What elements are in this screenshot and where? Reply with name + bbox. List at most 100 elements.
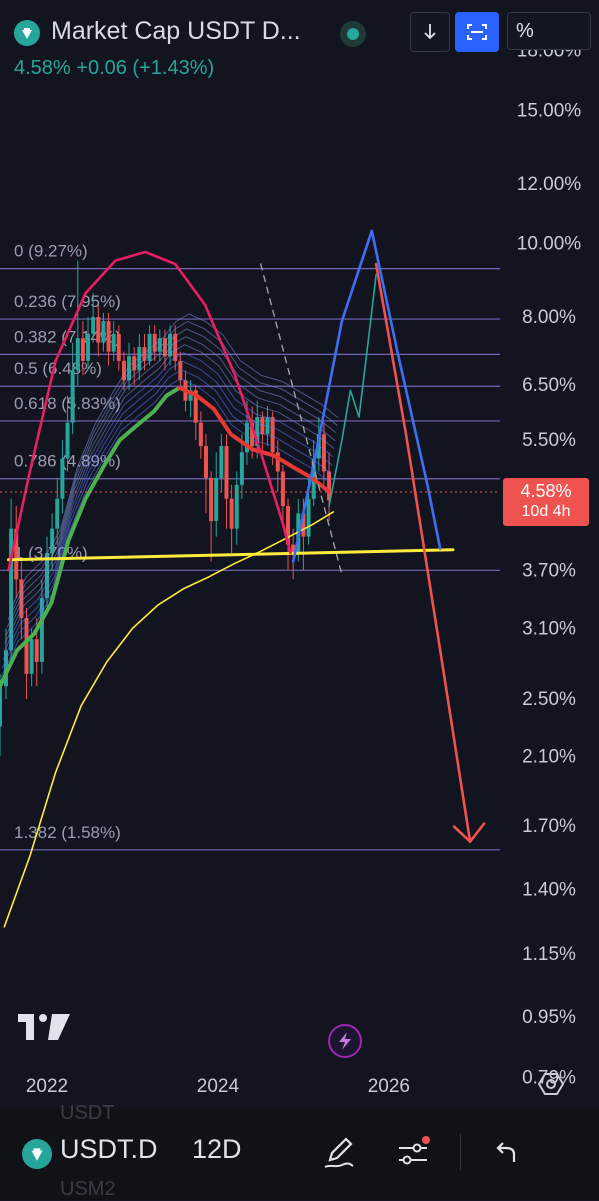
candle-body	[198, 422, 203, 447]
fib-level-label: 0.5 (6.48%)	[14, 359, 102, 378]
ribbon-line	[7, 320, 338, 621]
y-tick-label: 2.50%	[522, 689, 576, 710]
ribbon-line	[4, 344, 335, 644]
candle-body	[327, 471, 332, 501]
candle-body	[270, 417, 275, 453]
candle-body	[239, 452, 244, 485]
symbol-title[interactable]: Market Cap USDT D...	[51, 17, 301, 45]
candle-body	[306, 498, 311, 537]
candle-body	[188, 390, 193, 401]
candle-body	[152, 333, 157, 352]
candle-body	[229, 498, 234, 529]
tradingview-logo	[18, 1014, 70, 1045]
y-tick-label: 10.00%	[517, 234, 582, 255]
trend-drawings	[7, 229, 486, 844]
candle-body	[111, 333, 116, 352]
candle-body	[116, 333, 121, 361]
ribbon-line	[8, 313, 339, 613]
ribbon-line	[2, 360, 333, 660]
y-axis[interactable]: 18.00%15.00%12.00%10.00%8.00%6.50%5.50%3…	[517, 41, 582, 1089]
tether-icon	[14, 20, 40, 46]
candle-body	[219, 446, 224, 479]
candle-body	[265, 417, 270, 435]
undo-icon	[496, 1142, 516, 1162]
candle-body	[250, 422, 255, 447]
candle-body	[70, 370, 75, 423]
lightning-icon[interactable]	[328, 1024, 362, 1058]
candle-body	[245, 422, 250, 453]
percent-scale-button[interactable]: %	[507, 12, 591, 50]
fib-level-label: 0 (9.27%)	[14, 242, 88, 261]
arrow-down-icon	[424, 24, 436, 40]
candle-body	[275, 452, 280, 472]
fib-level-label: 1.382 (1.58%)	[14, 823, 121, 842]
candle-body	[29, 639, 34, 674]
candle-body	[39, 598, 44, 662]
ghost-symbol-below: USM2	[60, 1178, 116, 1200]
ghost-symbol-above: USDT	[60, 1102, 115, 1124]
symbol-selector[interactable]: USDT.D	[60, 1134, 158, 1164]
y-tick-label: 8.00%	[522, 307, 576, 328]
candle-body	[86, 333, 91, 361]
sliders-icon	[399, 1136, 430, 1165]
candle-body	[80, 338, 85, 361]
candle-body	[132, 356, 137, 371]
candle-body	[147, 333, 152, 361]
y-tick-label: 3.10%	[522, 618, 576, 639]
y-tick-label: 2.10%	[522, 746, 576, 767]
candle-body	[14, 528, 19, 580]
candle-body	[0, 686, 2, 727]
chart-header: Market Cap USDT D... % 4.58% +0.06 (+1.4…	[0, 0, 599, 88]
moving-averages	[0, 273, 377, 928]
tether-icon	[22, 1139, 52, 1169]
x-tick-label: 2022	[26, 1076, 68, 1097]
candle-body	[286, 506, 291, 545]
candle-body	[209, 478, 214, 521]
auto-scale-icon	[467, 24, 487, 40]
ribbon-line	[5, 336, 336, 636]
candle-body	[55, 498, 60, 529]
indicators-button[interactable]	[395, 1134, 431, 1175]
y-tick-label: 0.95%	[522, 1007, 576, 1028]
candle-body	[301, 513, 306, 537]
candle-body	[127, 356, 132, 381]
chart-canvas[interactable]: 0 (9.27%)0.236 (7.95%)0.382 (7.14%)0.5 (…	[0, 0, 599, 1108]
y-tick-label: 1.40%	[522, 880, 576, 901]
interval-selector[interactable]: 12D	[192, 1134, 242, 1164]
y-tick-label: 6.50%	[522, 375, 576, 396]
settings-icon[interactable]	[537, 1071, 565, 1102]
y-tick-label: 5.50%	[522, 430, 576, 451]
pencil-icon	[324, 1137, 354, 1168]
x-axis[interactable]: 2022 2024 2026	[26, 1076, 410, 1097]
series-line	[3, 511, 335, 928]
undo-button[interactable]	[494, 1134, 522, 1175]
auto-scale-button[interactable]	[455, 12, 499, 52]
candle-body	[234, 484, 239, 529]
candle-body	[91, 317, 96, 334]
pink-arc	[7, 250, 292, 572]
candle-body	[3, 650, 8, 687]
x-tick-label: 2024	[197, 1076, 240, 1097]
x-tick-label: 2026	[368, 1076, 410, 1097]
series-line	[328, 273, 377, 507]
candlesticks	[0, 260, 332, 757]
candle-body	[101, 321, 106, 343]
drawing-tool-button[interactable]	[322, 1134, 356, 1175]
scroll-down-button[interactable]	[410, 12, 450, 52]
candle-body	[224, 446, 229, 499]
candle-body	[24, 618, 29, 674]
candle-body	[121, 360, 126, 381]
candle-body	[142, 347, 147, 361]
market-status-icon[interactable]	[340, 21, 366, 47]
y-tick-label: 15.00%	[517, 101, 582, 122]
candle-body	[260, 417, 265, 435]
toolbar-separator	[460, 1134, 461, 1170]
series-line	[0, 385, 182, 689]
candle-body	[60, 458, 65, 499]
last-price-tag: 4.58% 10d 4h	[503, 478, 589, 526]
candle-body	[65, 422, 70, 459]
ribbon-line	[1, 369, 332, 669]
y-tick-label: 1.70%	[522, 816, 576, 837]
arrow-head	[452, 822, 486, 844]
blue-projection	[291, 229, 442, 563]
